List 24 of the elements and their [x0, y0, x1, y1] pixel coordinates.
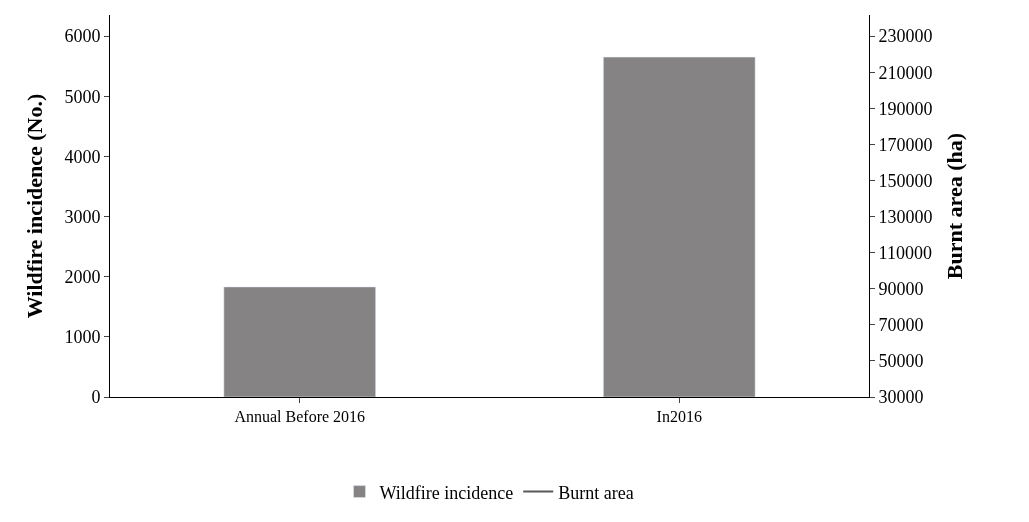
- x-tick-label: Annual Before 2016: [234, 408, 366, 426]
- y2-tick-label: 150000: [878, 170, 933, 191]
- y-tick-label: 2000: [64, 266, 101, 287]
- y2-tick-label: 210000: [878, 62, 933, 83]
- legend-label: Burnt area: [558, 482, 634, 503]
- y2-tick-label: 190000: [878, 98, 933, 119]
- y-tick-label: 0: [91, 387, 101, 408]
- y2-tick-label: 130000: [878, 206, 933, 227]
- y-axis-title: Wildfire incidence (No.): [22, 93, 48, 319]
- y2-tick-label: 170000: [878, 134, 933, 155]
- y2-axis-title: Burnt area (ha): [942, 132, 968, 280]
- y-tick-label: 4000: [64, 146, 101, 167]
- y2-tick-label: 110000: [878, 242, 932, 263]
- y-tick-label: 6000: [64, 26, 101, 47]
- y2-tick-label: 230000: [878, 26, 933, 47]
- y-tick-label: 5000: [64, 86, 101, 107]
- y2-tick-label: 90000: [878, 279, 924, 300]
- x-tick-label: In2016: [656, 408, 702, 426]
- y2-tick-label: 30000: [878, 387, 924, 408]
- y2-tick-label: 70000: [878, 315, 924, 336]
- y2-tick-label: 50000: [878, 351, 924, 372]
- y-tick-label: 1000: [64, 327, 101, 348]
- y-tick-label: 3000: [64, 206, 101, 227]
- legend-label: Wildfire incidence: [379, 482, 514, 503]
